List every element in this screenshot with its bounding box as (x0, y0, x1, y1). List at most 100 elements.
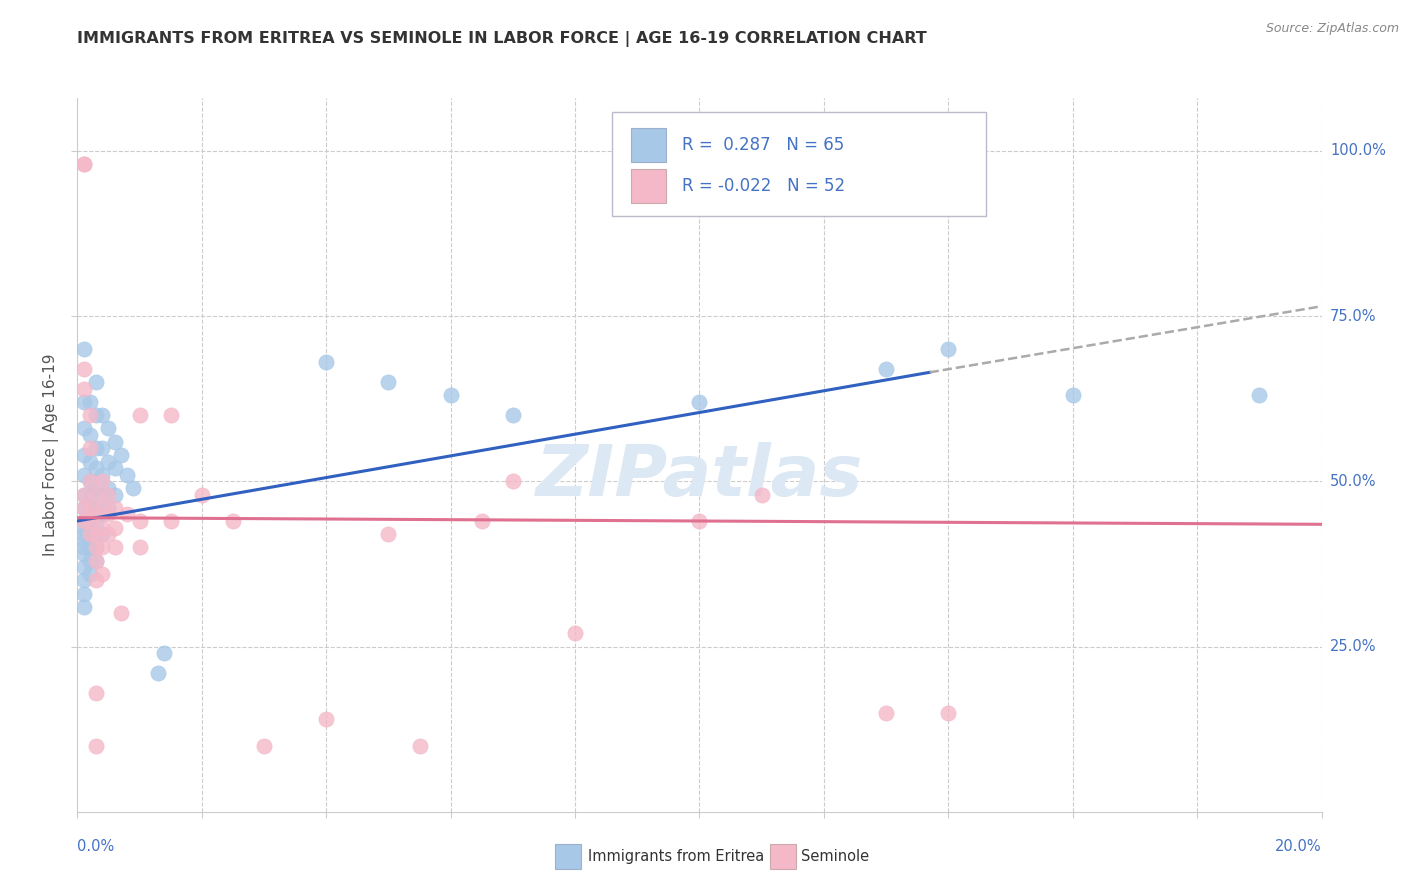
Text: 25.0%: 25.0% (1330, 639, 1376, 654)
Point (222, 514, 245, 528)
Text: 100.0%: 100.0% (1330, 144, 1386, 159)
Point (97, 421, 120, 435)
Point (97, 508, 120, 522)
Point (128, 514, 150, 528)
Point (84, 554, 107, 568)
Point (72, 342, 94, 356)
Point (79, 554, 101, 568)
Point (122, 481, 145, 495)
Point (79, 541, 101, 555)
Y-axis label: In Labor Force | Age 16-19: In Labor Force | Age 16-19 (42, 353, 59, 557)
Point (440, 388, 463, 402)
Point (564, 626, 586, 640)
Point (72, 382, 94, 396)
Point (91, 527, 114, 541)
Point (91, 409, 114, 423)
Point (72, 362, 94, 376)
Point (875, 362, 897, 376)
Point (159, 514, 181, 528)
Point (72, 574, 94, 588)
Point (875, 706, 897, 720)
Point (79, 527, 101, 541)
Point (253, 739, 276, 753)
Point (84, 541, 107, 555)
Point (938, 342, 960, 356)
Point (315, 712, 337, 726)
Text: 75.0%: 75.0% (1330, 309, 1376, 324)
Point (79, 487, 101, 501)
Point (110, 448, 132, 462)
Point (72, 395, 94, 409)
Point (689, 514, 711, 528)
Point (377, 376, 399, 390)
Point (84, 376, 107, 390)
Point (91, 541, 114, 555)
Point (79, 527, 101, 541)
Point (91, 442, 114, 456)
Point (91, 508, 114, 522)
Text: R =  0.287   N = 65: R = 0.287 N = 65 (682, 136, 845, 153)
Point (97, 527, 120, 541)
Point (79, 475, 101, 489)
Point (84, 461, 107, 475)
Point (79, 395, 101, 409)
Text: ZIPatlas: ZIPatlas (536, 442, 863, 511)
Point (104, 434, 127, 449)
Point (79, 500, 101, 515)
Text: Immigrants from Eritrea: Immigrants from Eritrea (588, 849, 763, 863)
Point (79, 428, 101, 442)
Point (72, 527, 94, 541)
Point (79, 475, 101, 489)
Point (79, 514, 101, 528)
Point (938, 706, 960, 720)
Point (72, 487, 94, 501)
Point (104, 461, 127, 475)
Point (72, 599, 94, 614)
Point (148, 665, 170, 680)
Point (128, 409, 150, 423)
Point (1249, 388, 1271, 402)
Point (84, 508, 107, 522)
Point (115, 467, 138, 482)
Point (97, 487, 120, 501)
Point (97, 481, 120, 495)
Point (91, 566, 114, 581)
Point (72, 421, 94, 435)
Point (72, 157, 94, 171)
Point (84, 487, 107, 501)
Point (104, 500, 127, 515)
Point (91, 500, 114, 515)
Point (72, 514, 94, 528)
Point (72, 500, 94, 515)
Point (377, 527, 399, 541)
Point (79, 514, 101, 528)
Point (79, 409, 101, 423)
Point (72, 467, 94, 482)
Point (159, 409, 181, 423)
FancyBboxPatch shape (613, 112, 986, 216)
Point (153, 646, 176, 660)
Point (104, 487, 127, 501)
Point (84, 409, 107, 423)
Point (84, 527, 107, 541)
Point (751, 487, 773, 501)
Point (84, 686, 107, 700)
Point (91, 475, 114, 489)
Point (72, 500, 94, 515)
Point (91, 520, 114, 534)
Point (72, 157, 94, 171)
Point (84, 500, 107, 515)
Point (97, 454, 120, 468)
Point (84, 541, 107, 555)
Point (79, 566, 101, 581)
Point (79, 454, 101, 468)
Text: IMMIGRANTS FROM ERITREA VS SEMINOLE IN LABOR FORCE | AGE 16-19 CORRELATION CHART: IMMIGRANTS FROM ERITREA VS SEMINOLE IN L… (77, 31, 927, 47)
Point (72, 487, 94, 501)
Point (91, 487, 114, 501)
Text: Source: ZipAtlas.com: Source: ZipAtlas.com (1265, 22, 1399, 36)
Point (110, 607, 132, 621)
Point (79, 442, 101, 456)
Point (72, 533, 94, 548)
Point (97, 500, 120, 515)
Point (72, 547, 94, 561)
